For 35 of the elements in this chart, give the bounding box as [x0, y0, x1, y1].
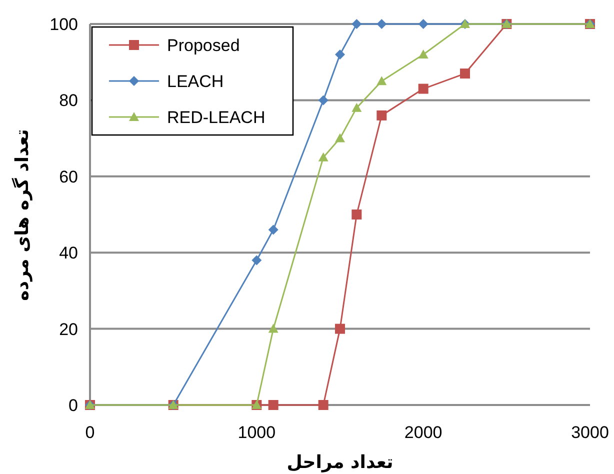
point — [418, 19, 428, 29]
y-axis-title: تعداد گره های مرده — [11, 129, 33, 301]
point — [352, 102, 362, 112]
point — [335, 49, 345, 60]
y-tick-label: 100 — [50, 15, 78, 34]
x-tick-label: 1000 — [238, 423, 276, 442]
point — [460, 68, 470, 79]
legend-label: Proposed — [167, 36, 240, 55]
y-tick-label: 80 — [59, 91, 78, 110]
point — [268, 324, 278, 333]
point — [376, 110, 387, 120]
legend-label: RED-LEACH — [167, 108, 266, 127]
y-tick-label: 20 — [59, 320, 78, 339]
point — [418, 49, 428, 58]
x-tick-label: 2000 — [404, 423, 442, 442]
x-tick-label: 3000 — [571, 423, 609, 442]
point — [335, 324, 345, 334]
point — [335, 133, 345, 142]
point — [318, 152, 328, 162]
y-tick-label: 40 — [59, 244, 78, 263]
point — [268, 400, 278, 410]
point — [318, 95, 328, 106]
point — [376, 19, 387, 29]
x-tick-label: 0 — [85, 423, 95, 442]
x-axis-title: تعداد مراحل — [286, 452, 394, 473]
y-tick-label: 0 — [68, 396, 78, 415]
point — [418, 84, 428, 94]
y-tick-label: 60 — [59, 167, 78, 186]
legend-label: LEACH — [167, 72, 224, 91]
point — [252, 255, 262, 266]
point — [352, 19, 362, 29]
point — [376, 76, 387, 86]
point — [318, 400, 328, 410]
point — [352, 210, 362, 220]
point — [268, 224, 278, 235]
